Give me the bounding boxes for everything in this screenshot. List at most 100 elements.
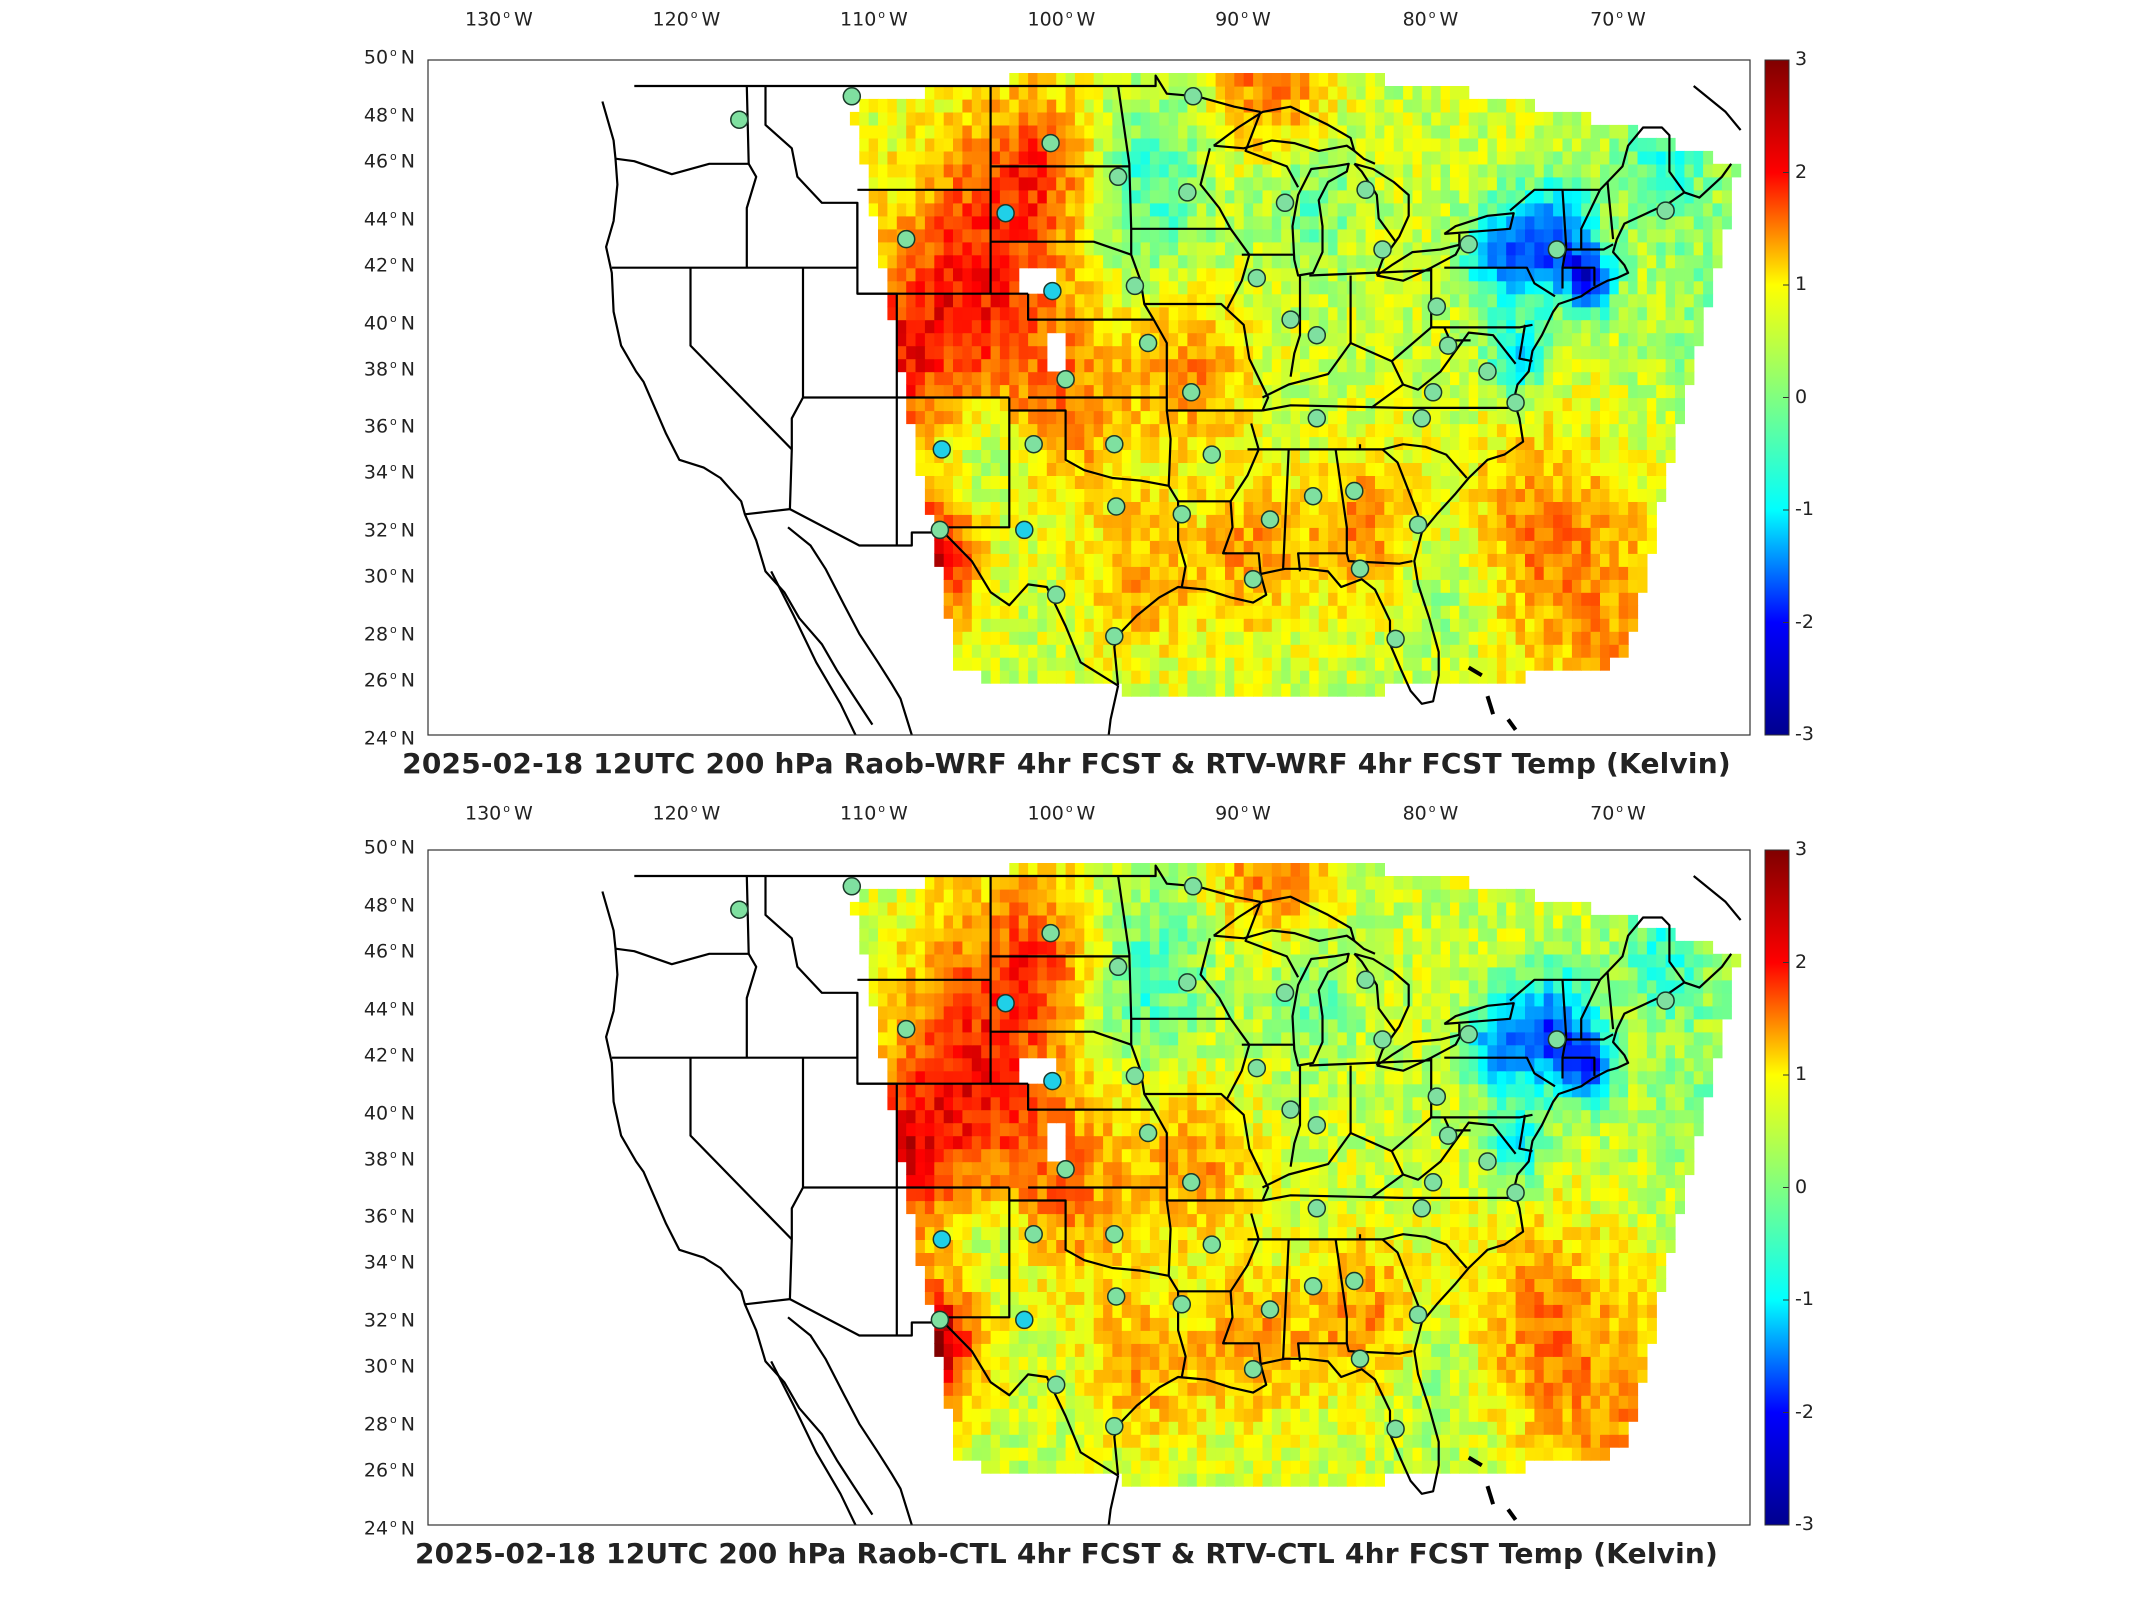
raob-station-marker [1356,970,1375,990]
degree-symbol: o [390,565,397,579]
degree-symbol: o [503,8,510,21]
longitude-tick-label: 90 o W [1215,8,1271,31]
colorbar-tick-label: 1 [1795,273,1808,295]
raob-station-marker [1350,559,1370,579]
raob-station-marker [932,440,952,459]
degree-symbol: o [1065,802,1073,815]
longitude-tick-label: 80 o W [1402,802,1459,825]
raob-station-marker [1202,445,1222,464]
colorbar-tick-label: 0 [1795,1175,1808,1198]
degree-symbol: o [390,46,397,59]
degree-symbol: o [390,1309,397,1323]
colorbar-tick-label: -2 [1795,610,1814,633]
latitude-tick-label: 46 o N [363,149,415,173]
latitude-tick-label: 40 o N [363,1101,415,1124]
raob-station-marker [1307,409,1327,428]
degree-symbol: o [390,1459,397,1473]
raob-station-marker [996,203,1015,223]
degree-symbol: o [390,103,397,117]
raob-station-marker [1427,297,1447,316]
raob-station-marker [1459,235,1478,254]
latitude-tick-label: 46 o N [363,939,415,963]
degree-symbol: o [690,8,698,21]
degree-symbol: o [390,939,397,953]
raob-station-marker [1041,923,1060,943]
latitude-tick-label: 50 o N [363,46,415,69]
degree-symbol: o [390,1101,397,1115]
degree-symbol: o [1065,8,1073,21]
degree-symbol: o [1616,802,1624,815]
degree-symbol: o [390,149,397,163]
temperature-anomaly-field [849,73,1742,697]
raob-station-marker [932,1230,952,1249]
raob-station-marker [1260,1300,1280,1319]
raob-station-marker [1172,505,1192,524]
raob-station-marker [1056,1160,1075,1179]
latitude-tick-label: 30 o N [363,1355,415,1378]
latitude-tick-label: 42 o N [363,253,415,277]
degree-symbol: o [390,461,397,475]
latitude-tick-label: 48 o N [363,103,415,127]
degree-symbol: o [390,1355,397,1369]
map-frame [427,849,1751,1526]
raob-station-marker [1506,393,1525,412]
degree-symbol: o [390,836,397,849]
degree-symbol: o [390,1147,397,1161]
degree-symbol: o [390,1413,397,1427]
raob-station-marker [1247,268,1267,288]
colorbar-tick-label: 3 [1795,48,1808,70]
raob-station-marker [1356,180,1375,200]
longitude-tick-label: 130 o W [465,8,533,31]
degree-symbol: o [1241,8,1248,21]
latitude-tick-label: 36 o N [363,415,415,438]
degree-symbol: o [390,357,397,371]
raob-station-marker [730,110,749,129]
raob-stations [730,87,1675,649]
raob-station-marker [1041,133,1060,153]
raob-station-marker [1423,383,1443,402]
degree-symbol: o [390,1251,397,1265]
raob-station-marker [1281,310,1300,329]
degree-symbol: o [390,519,397,533]
degree-symbol: o [390,207,397,221]
raob-station-marker [1656,201,1675,220]
raob-station-marker [1106,1287,1126,1306]
latitude-tick-label: 36 o N [363,1205,415,1228]
raob-station-marker [1243,569,1263,589]
raob-station-marker [1656,991,1675,1010]
degree-symbol: o [878,8,886,21]
raob-station-marker [1105,627,1124,646]
latitude-tick-label: 48 o N [363,893,415,917]
raob-station-marker [1307,1199,1327,1218]
degree-symbol: o [878,802,886,815]
raob-station-marker [1202,1235,1222,1254]
raob-station-marker [1046,1375,1066,1395]
raob-station-marker [1412,409,1432,428]
raob-station-marker [1105,1417,1124,1436]
raob-station-marker [996,993,1015,1013]
raob-station-marker [1303,1276,1323,1296]
degree-symbol: o [1428,8,1436,21]
raob-station-marker [1386,629,1405,649]
raob-station-marker [1247,1058,1267,1078]
panel-title: 2025-02-18 12UTC 200 hPa Raob-WRF 4hr FC… [402,747,1731,780]
raob-station-marker [1345,1271,1364,1291]
raob-station-marker [1438,1126,1458,1145]
raob-station-marker [1043,1071,1062,1091]
degree-symbol: o [390,1517,397,1530]
raob-station-marker [1412,1199,1432,1218]
raob-station-marker [1105,1224,1124,1244]
colorbar-tick-label: -3 [1795,723,1814,745]
degree-symbol: o [390,893,397,907]
map-frame [427,59,1751,736]
raob-station-marker [1373,240,1392,259]
raob-station-marker [1043,281,1062,301]
degree-symbol: o [390,1043,397,1057]
longitude-tick-label: 70 o W [1590,802,1646,825]
raob-station-marker [1547,1030,1567,1049]
degree-symbol: o [390,623,397,637]
colorbar-tick-label: -3 [1795,1513,1814,1535]
map-canvas [427,849,1790,1526]
raob-station-marker [930,1310,950,1330]
raob-station-marker [1459,1025,1478,1044]
